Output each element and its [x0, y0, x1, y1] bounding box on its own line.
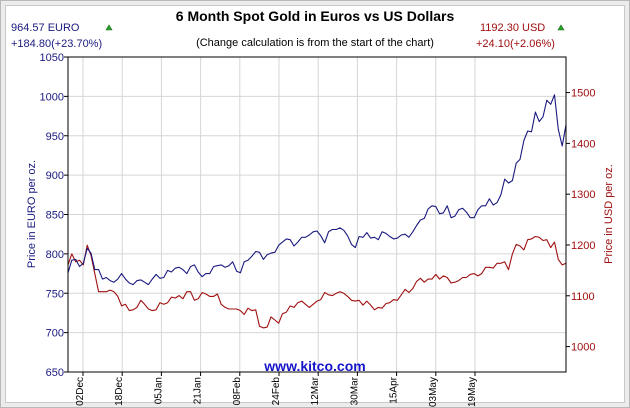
watermark: www.kitco.com — [263, 358, 365, 374]
x-tick-label: 15Apr — [389, 376, 400, 403]
euro-up-arrow-icon — [105, 24, 113, 31]
left-tick-label: 850 — [46, 210, 64, 222]
right-tick-label: 1000 — [571, 342, 595, 354]
left-tick-label: 950 — [46, 131, 64, 143]
right-tick-label: 1300 — [571, 189, 595, 201]
left-tick-label: 800 — [46, 249, 64, 261]
x-tick-label: 08Feb — [232, 377, 243, 406]
x-tick-label: 24Feb — [271, 377, 282, 406]
usd-change: +24.10(+2.06%) — [476, 38, 555, 50]
chart-title: 6 Month Spot Gold in Euros vs US Dollars — [176, 8, 455, 24]
right-tick-label: 1500 — [571, 88, 595, 100]
left-tick-label: 750 — [46, 288, 64, 300]
x-tick-label: 19May — [467, 377, 478, 407]
chart-panel — [5, 5, 625, 403]
left-tick-label: 700 — [46, 328, 64, 340]
euro-price: 964.57 EURO — [11, 22, 80, 34]
right-axis-ticks: 1000 1100 1200 1300 1400 1500 — [566, 88, 595, 354]
x-axis-ticks: 02Dec 18Dec 05Jan 21Jan 08Feb 24Feb 12Mar 30Mar… — [75, 372, 478, 407]
x-tick-label: 02Dec — [75, 377, 86, 406]
x-tick-label: 30Mar — [349, 376, 360, 405]
x-tick-label: 05Jan — [153, 377, 164, 404]
grid-lines — [68, 56, 566, 373]
euro-change: +184.80(+23.70%) — [11, 38, 102, 50]
left-axis-ticks: 650 700 750 800 850 900 950 1000 1050 — [40, 52, 68, 379]
left-tick-label: 900 — [46, 170, 64, 182]
usd-series-line — [67, 235, 567, 329]
usd-up-arrow-icon — [557, 24, 565, 31]
right-tick-label: 1200 — [571, 240, 595, 252]
x-tick-label: 21Jan — [193, 377, 204, 404]
x-tick-label: 03May — [428, 377, 439, 407]
left-tick-label: 1050 — [40, 52, 64, 64]
plot-area — [67, 56, 567, 373]
right-tick-label: 1400 — [571, 138, 595, 150]
euro-series-line — [67, 94, 567, 286]
x-tick-label: 12Mar — [310, 376, 321, 405]
x-tick-label: 18Dec — [114, 377, 125, 406]
usd-price: 1192.30 USD — [480, 22, 545, 34]
right-tick-label: 1100 — [571, 291, 595, 303]
right-axis-label: Price in USD per oz. — [603, 164, 615, 264]
left-axis-label: Price in EURO per oz. — [26, 160, 38, 268]
left-tick-label: 650 — [46, 367, 64, 379]
left-tick-label: 1000 — [40, 91, 64, 103]
series-lines — [67, 94, 567, 329]
chart-subtitle: (Change calculation is from the start of… — [196, 37, 434, 49]
